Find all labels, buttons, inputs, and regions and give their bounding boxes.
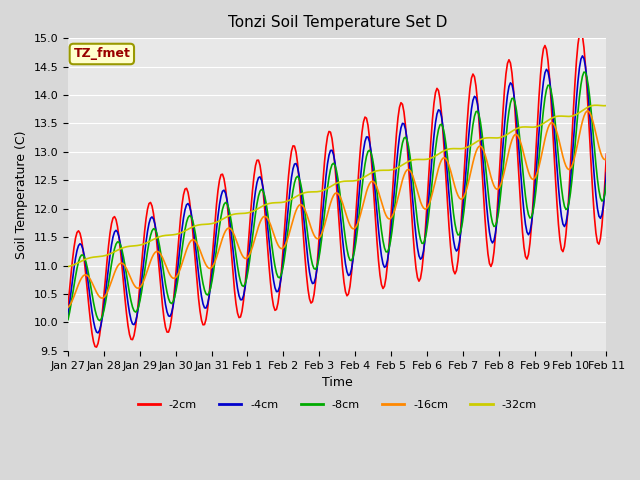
Line: -32cm: -32cm [68,105,607,266]
-32cm [603,103,611,108]
-32cm [252,207,259,213]
-2cm [603,151,611,157]
-16cm [130,282,138,288]
-8cm [244,268,252,274]
Line: -16cm: -16cm [68,111,607,307]
-4cm [301,228,309,234]
-2cm [132,324,140,330]
-8cm [132,309,140,315]
Title: Tonzi Soil Temperature Set D: Tonzi Soil Temperature Set D [228,15,447,30]
-4cm [64,313,72,319]
-16cm [300,204,307,210]
-4cm [244,261,252,266]
Line: -2cm: -2cm [68,31,607,347]
-2cm [574,41,582,47]
-4cm [574,78,582,84]
-8cm [301,209,309,215]
-32cm [243,210,250,216]
-4cm [132,319,140,324]
-4cm [603,170,611,176]
-8cm [64,317,72,323]
-16cm [252,234,259,240]
-4cm [253,180,261,185]
-16cm [64,304,72,310]
-8cm [603,180,611,186]
Line: -8cm: -8cm [68,72,607,321]
-4cm [579,53,586,59]
-32cm [573,111,580,117]
-32cm [64,264,72,269]
Text: TZ_fmet: TZ_fmet [74,48,131,60]
-2cm [577,28,585,34]
-8cm [96,318,104,324]
-16cm [225,225,232,231]
-16cm [583,108,591,114]
-2cm [93,344,100,350]
-2cm [253,157,261,163]
-4cm [94,330,102,336]
-8cm [226,211,234,217]
-8cm [574,109,582,115]
-2cm [64,303,72,309]
-8cm [580,69,588,75]
-4cm [226,219,234,225]
-32cm [225,213,232,219]
Line: -4cm: -4cm [68,56,607,333]
-32cm [300,190,307,196]
-16cm [603,156,611,161]
-2cm [244,245,252,251]
Legend: -2cm, -4cm, -8cm, -16cm, -32cm: -2cm, -4cm, -8cm, -16cm, -32cm [133,395,541,414]
-2cm [226,233,234,239]
X-axis label: Time: Time [322,376,353,389]
-16cm [573,146,580,152]
-32cm [130,243,138,249]
-8cm [253,201,261,206]
-16cm [243,255,250,261]
Y-axis label: Soil Temperature (C): Soil Temperature (C) [15,130,28,259]
-2cm [301,254,309,260]
-32cm [592,102,600,108]
